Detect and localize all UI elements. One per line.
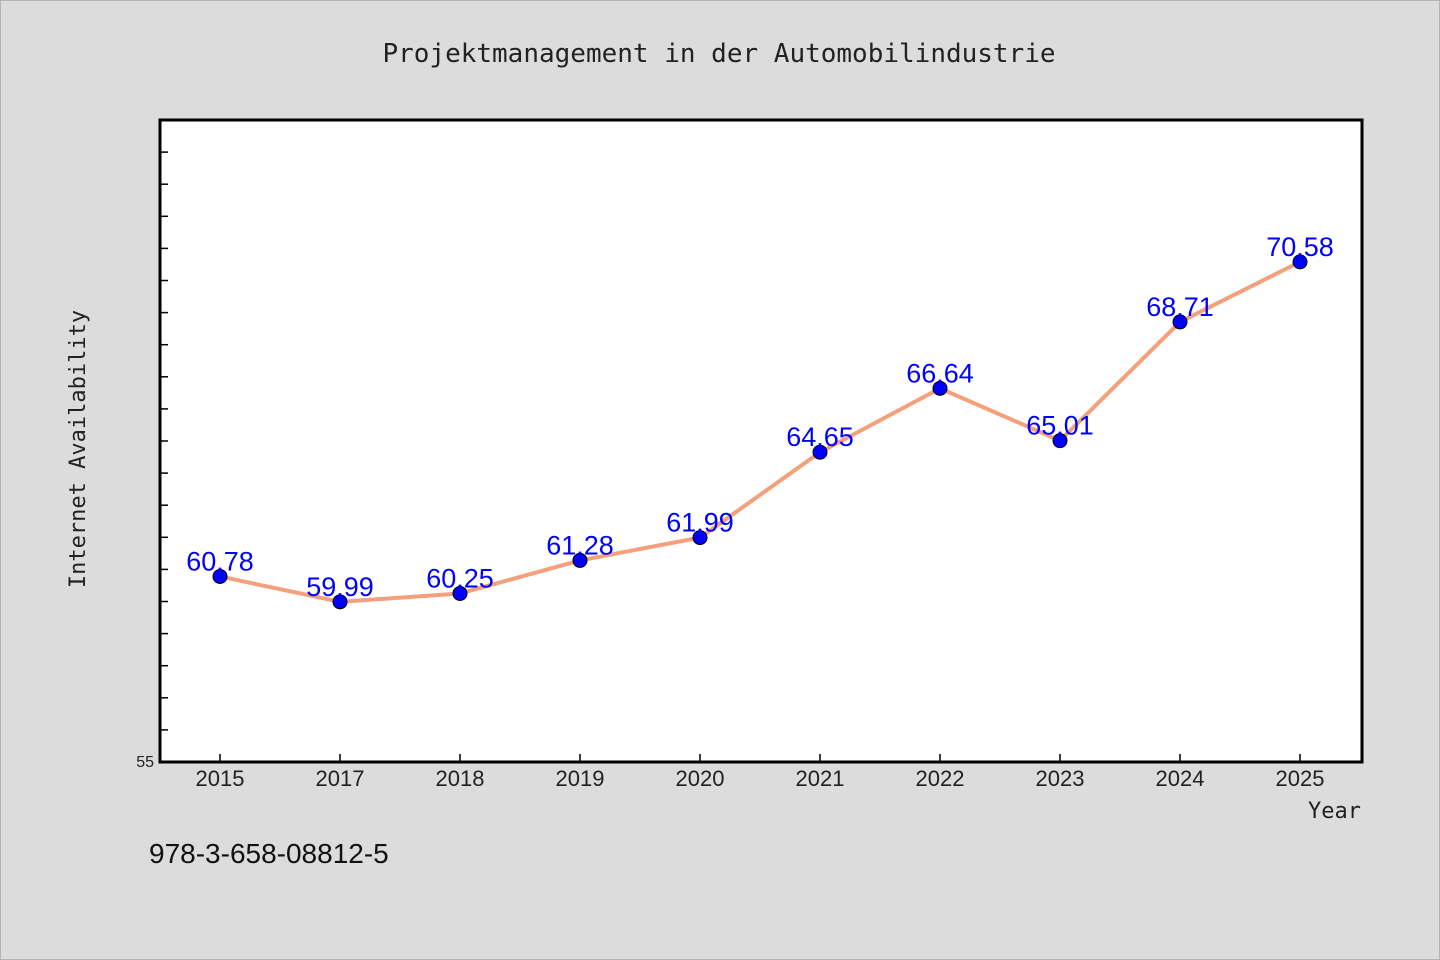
data-point xyxy=(1292,254,1308,270)
x-tick-label: 2020 xyxy=(676,766,725,791)
data-label: 66.64 xyxy=(906,358,974,388)
data-point xyxy=(212,568,228,584)
data-point xyxy=(812,444,828,460)
data-point xyxy=(332,594,348,610)
x-tick-label: 2018 xyxy=(436,766,485,791)
data-label: 60.78 xyxy=(186,546,254,576)
data-labels: 60.78 59.99 60.25 61.28 61.99 64.65 66.64 65.01… xyxy=(186,232,1334,602)
data-label: 59.99 xyxy=(306,572,374,602)
data-label: 64.65 xyxy=(786,422,854,452)
data-label: 70.58 xyxy=(1266,232,1334,262)
x-tick-label: 2015 xyxy=(196,766,245,791)
x-tick-label: 2017 xyxy=(316,766,365,791)
data-point xyxy=(452,585,468,601)
data-label: 60.25 xyxy=(426,563,494,593)
plot-area xyxy=(158,118,1364,764)
x-tick-label: 2022 xyxy=(916,766,965,791)
x-tick-label: 2025 xyxy=(1276,766,1325,791)
x-tick-label: 2019 xyxy=(556,766,605,791)
y-axis-ticks: 55 xyxy=(136,151,168,771)
data-markers xyxy=(212,254,1308,610)
x-axis-ticks: 2015 2017 2018 2019 2020 2021 2022 2023 2024 2025 xyxy=(196,754,1325,791)
data-label: 61.28 xyxy=(546,530,614,560)
x-axis-label: Year xyxy=(1308,799,1361,824)
data-point xyxy=(1172,314,1188,330)
data-label: 61.99 xyxy=(666,508,734,538)
data-point xyxy=(932,380,948,396)
isbn-text: 978-3-658-08812-5 xyxy=(149,838,389,869)
data-point xyxy=(1052,433,1068,449)
y-tick-label: 55 xyxy=(136,754,154,771)
y-axis-label: Internet Availability xyxy=(66,310,91,588)
data-label: 65.01 xyxy=(1026,411,1094,441)
x-tick-label: 2023 xyxy=(1036,766,1085,791)
data-label: 68.71 xyxy=(1146,292,1214,322)
series-line xyxy=(218,259,1302,604)
chart-title: Projektmanagement in der Automobilindust… xyxy=(382,39,1055,69)
x-tick-label: 2024 xyxy=(1156,766,1205,791)
data-point xyxy=(572,552,588,568)
x-tick-label: 2021 xyxy=(796,766,845,791)
data-point xyxy=(692,530,708,546)
